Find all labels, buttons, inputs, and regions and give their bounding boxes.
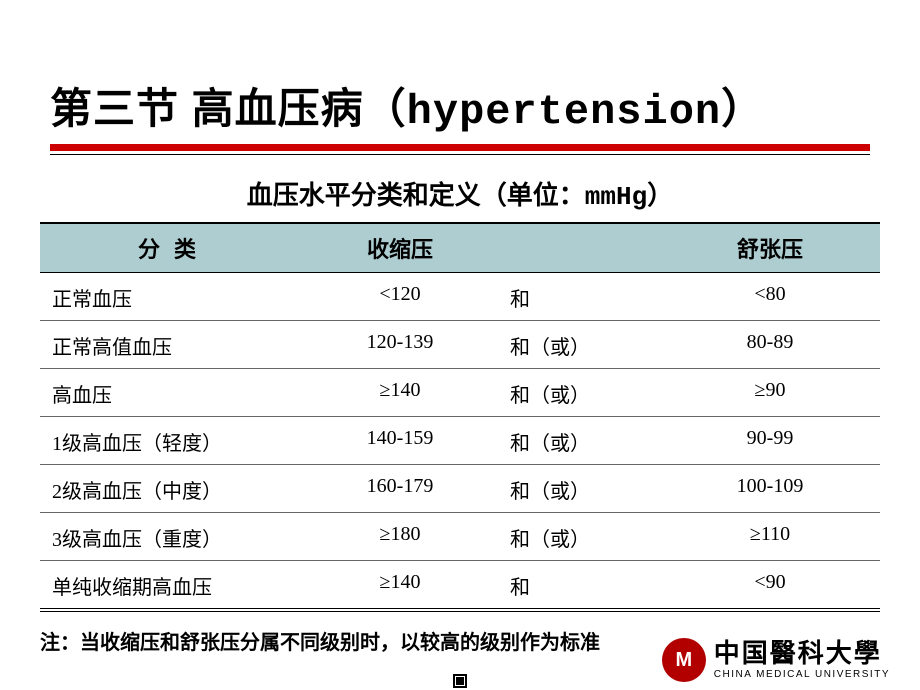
thin-underline (50, 154, 870, 155)
table-cell-c4: ≥90 (660, 369, 880, 416)
table-cell-c2: <120 (300, 273, 500, 320)
table-cell-c1: 高血压 (40, 369, 300, 416)
logo-text: 中国醫科大學 CHINA MEDICAL UNIVERSITY (714, 640, 890, 680)
table-cell-c2: ≥140 (300, 369, 500, 416)
university-logo: M 中国醫科大學 CHINA MEDICAL UNIVERSITY (662, 638, 890, 682)
header-spacer (500, 224, 660, 272)
subtitle-unit: mmHg (585, 182, 647, 212)
table-row: 3级高血压（重度）≥180和（或）≥110 (40, 513, 880, 561)
logo-cn: 中国醫科大學 (714, 640, 890, 669)
subtitle-prefix: 血压水平分类和定义（单位： (247, 180, 585, 210)
red-underline (50, 144, 870, 151)
title-area: 第三节 高血压病（hypertension） (0, 0, 920, 136)
table-cell-c4: 90-99 (660, 417, 880, 464)
bp-table: 分类 收缩压 舒张压 正常血压<120和<80正常高值血压120-139和（或）… (40, 222, 880, 612)
table-row: 单纯收缩期高血压≥140和<90 (40, 561, 880, 612)
table-cell-c3: 和（或） (500, 513, 660, 560)
logo-en: CHINA MEDICAL UNIVERSITY (714, 669, 890, 680)
table-row: 2级高血压（中度）160-179和（或）100-109 (40, 465, 880, 513)
table-cell-c1: 正常血压 (40, 273, 300, 320)
header-category: 分类 (40, 224, 300, 272)
table-row: 正常血压<120和<80 (40, 273, 880, 321)
table-cell-c4: ≥110 (660, 513, 880, 560)
table-cell-c1: 3级高血压（重度） (40, 513, 300, 560)
table-cell-c2: ≥180 (300, 513, 500, 560)
table-header-row: 分类 收缩压 舒张压 (40, 222, 880, 273)
table-cell-c2: 160-179 (300, 465, 500, 512)
table-row: 正常高值血压120-139和（或）80-89 (40, 321, 880, 369)
table-cell-c3: 和（或） (500, 321, 660, 368)
table-cell-c4: 80-89 (660, 321, 880, 368)
main-title: 第三节 高血压病（hypertension） (50, 75, 870, 136)
header-systolic: 收缩压 (300, 224, 500, 272)
table-cell-c1: 正常高值血压 (40, 321, 300, 368)
table-cell-c3: 和（或） (500, 369, 660, 416)
table-row: 高血压≥140和（或）≥90 (40, 369, 880, 417)
table-cell-c1: 2级高血压（中度） (40, 465, 300, 512)
subtitle: 血压水平分类和定义（单位：mmHg） (0, 175, 920, 212)
header-diastolic: 舒张压 (660, 224, 880, 272)
table-row: 1级高血压（轻度）140-159和（或）90-99 (40, 417, 880, 465)
table-cell-c3: 和 (500, 273, 660, 320)
title-cn-suffix: ） (721, 85, 764, 132)
logo-badge-icon: M (662, 638, 706, 682)
table-cell-c1: 单纯收缩期高血压 (40, 561, 300, 608)
slide-marker-icon (453, 674, 467, 688)
title-en: hypertension (407, 88, 721, 136)
table-cell-c4: <90 (660, 561, 880, 608)
table-cell-c2: 120-139 (300, 321, 500, 368)
table-cell-c1: 1级高血压（轻度） (40, 417, 300, 464)
table-cell-c3: 和（或） (500, 465, 660, 512)
table-cell-c4: 100-109 (660, 465, 880, 512)
table-cell-c3: 和（或） (500, 417, 660, 464)
table-body: 正常血压<120和<80正常高值血压120-139和（或）80-89高血压≥14… (40, 273, 880, 612)
table-cell-c3: 和 (500, 561, 660, 608)
table-cell-c4: <80 (660, 273, 880, 320)
subtitle-suffix: ） (647, 180, 673, 210)
table-cell-c2: 140-159 (300, 417, 500, 464)
title-cn-prefix: 第三节 高血压病（ (50, 85, 407, 132)
table-cell-c2: ≥140 (300, 561, 500, 608)
